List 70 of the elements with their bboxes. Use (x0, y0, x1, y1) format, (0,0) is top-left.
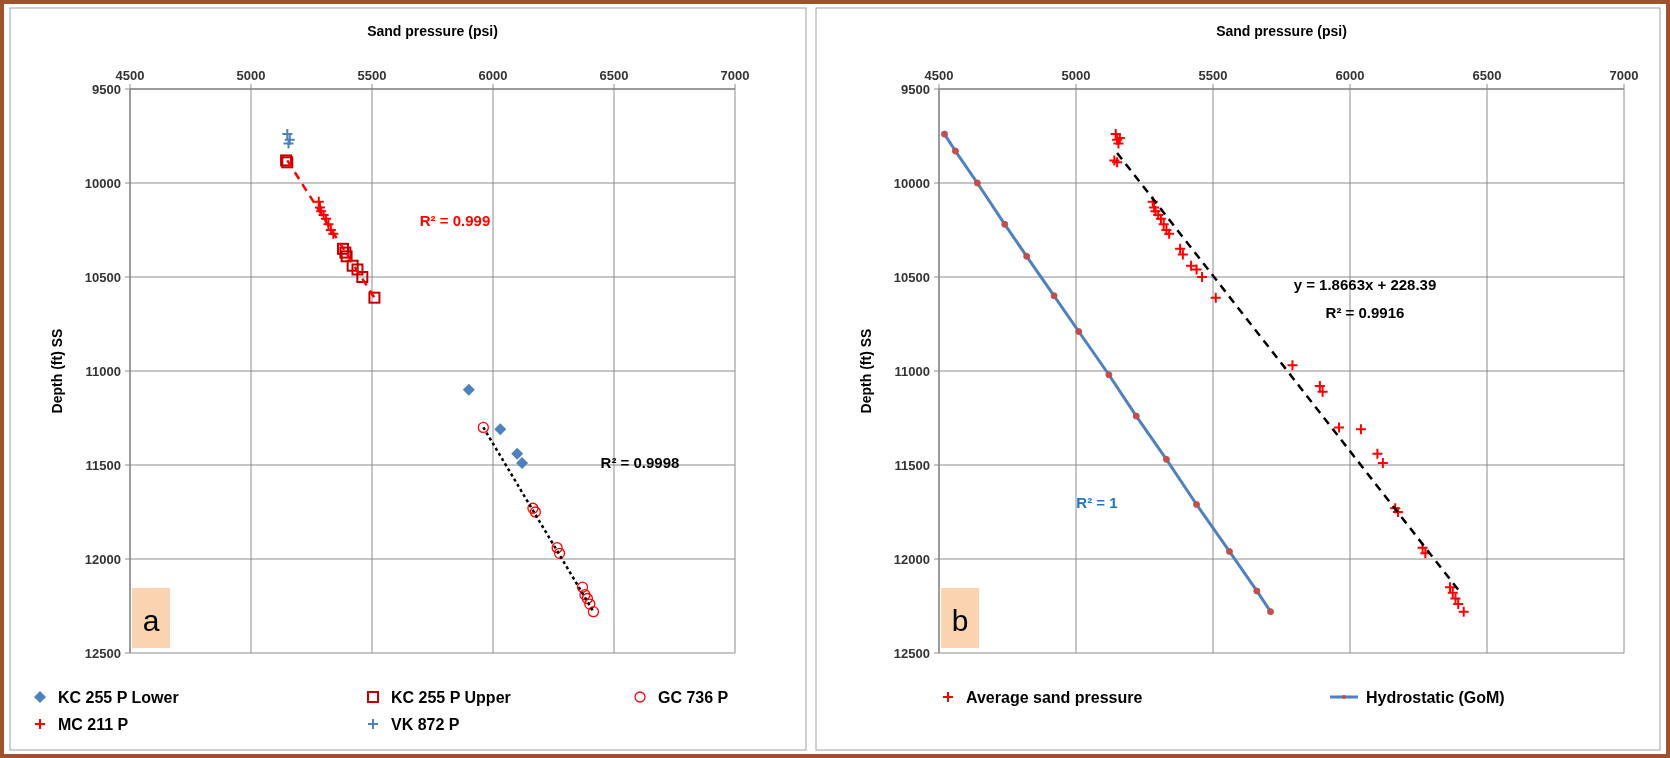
x-tick-label: 5500 (357, 68, 387, 83)
point (356, 271, 369, 283)
point (516, 457, 529, 470)
point (551, 542, 563, 554)
y-tick-label: 9500 (901, 82, 930, 97)
point (579, 589, 591, 601)
x-tick-label: 6500 (1472, 68, 1502, 83)
x-tick-label: 6500 (599, 68, 629, 83)
point (339, 246, 352, 259)
point (1286, 359, 1299, 372)
point (494, 423, 507, 436)
x-tick-label: 5000 (1061, 68, 1091, 83)
legend-label: MC 211 P (58, 716, 129, 733)
annotation: R² = 1 (1076, 494, 1118, 511)
x-axis-title: Sand pressure (psi) (367, 23, 498, 39)
point (1354, 423, 1367, 436)
annotation: y = 1.8663x + 228.39 (1293, 276, 1437, 293)
x-tick-label: 4500 (924, 68, 954, 83)
y-tick-label: 9500 (92, 82, 121, 97)
x-tick-label: 5000 (236, 68, 266, 83)
x-tick-label: 5500 (1198, 68, 1228, 83)
point (336, 242, 349, 255)
legend-label: GC 736 P (658, 689, 729, 706)
legend-label: KC 255 P Lower (58, 689, 179, 706)
y-tick-label: 11000 (894, 364, 930, 379)
point (368, 291, 381, 304)
point (529, 506, 541, 518)
point (553, 547, 566, 560)
legend-label: VK 872 P (391, 716, 460, 733)
annotation: R² = 0.999 (419, 212, 491, 229)
x-tick-label: 6000 (478, 68, 508, 83)
x-tick-label: 6000 (1335, 68, 1365, 83)
legend-label: Hydrostatic (GoM) (1366, 689, 1505, 706)
x-tick-label: 7000 (720, 68, 750, 83)
y-tick-label: 12500 (84, 646, 121, 661)
y-tick-label: 12000 (84, 552, 121, 567)
point (1333, 421, 1346, 434)
y-tick-label: 10000 (84, 176, 121, 191)
y-tick-label: 10500 (893, 270, 930, 285)
y-tick-label: 11500 (85, 458, 121, 473)
point (462, 383, 475, 396)
point (351, 263, 364, 276)
y-axis-title: Depth (ft) SS (49, 328, 65, 414)
x-tick-label: 4500 (115, 68, 145, 83)
x-tick-label: 7000 (1609, 68, 1639, 83)
legend-label: Average sand pressure (966, 689, 1143, 706)
point (527, 502, 539, 514)
point (511, 447, 524, 460)
y-tick-label: 11000 (85, 364, 121, 379)
annotation: R² = 0.9916 (1325, 304, 1405, 321)
point (584, 598, 596, 610)
point (346, 259, 359, 272)
point (1209, 291, 1222, 304)
point (477, 421, 489, 434)
annotation: b (951, 604, 969, 637)
legend-label: KC 255 P Upper (391, 689, 511, 706)
y-tick-label: 11500 (894, 458, 930, 473)
point (340, 250, 353, 263)
y-axis-title: Depth (ft) SS (858, 328, 874, 414)
y-tick-label: 12000 (893, 552, 930, 567)
point (587, 605, 600, 618)
y-tick-label: 10500 (84, 270, 121, 285)
annotation: R² = 0.9998 (600, 454, 680, 471)
y-tick-label: 10000 (893, 176, 930, 191)
y-tick-label: 12500 (893, 646, 930, 661)
point (1371, 447, 1384, 460)
x-axis-title: Sand pressure (psi) (1216, 23, 1347, 39)
point (581, 592, 594, 605)
annotation: a (142, 604, 160, 637)
point (576, 581, 589, 593)
